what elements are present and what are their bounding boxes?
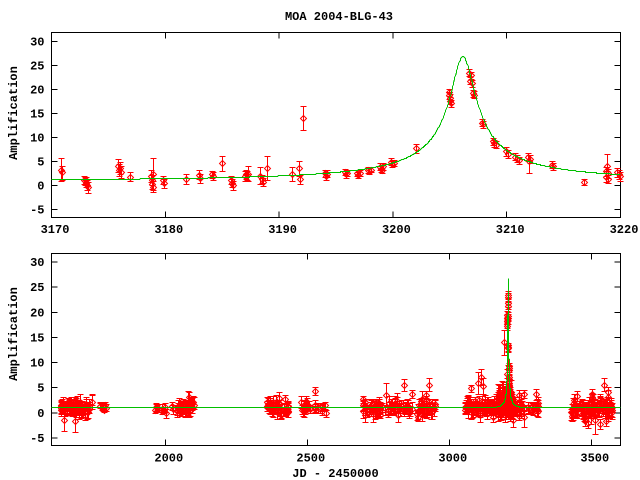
svg-text:3180: 3180: [154, 223, 183, 237]
svg-text:2500: 2500: [296, 452, 325, 466]
svg-text:15: 15: [30, 331, 44, 345]
svg-text:30: 30: [30, 36, 44, 50]
svg-text:3000: 3000: [438, 452, 467, 466]
svg-text:5: 5: [37, 156, 44, 170]
svg-text:0: 0: [37, 407, 44, 421]
svg-text:2000: 2000: [154, 452, 183, 466]
svg-text:25: 25: [30, 60, 44, 74]
svg-text:15: 15: [30, 108, 44, 122]
svg-text:0: 0: [37, 180, 44, 194]
svg-text:5: 5: [37, 382, 44, 396]
svg-text:20: 20: [30, 84, 44, 98]
svg-text:JD - 2450000: JD - 2450000: [292, 467, 378, 480]
svg-text:25: 25: [30, 281, 44, 295]
svg-text:Amplification: Amplification: [7, 66, 21, 160]
svg-text:3190: 3190: [268, 223, 297, 237]
svg-text:3500: 3500: [580, 452, 609, 466]
svg-text:30: 30: [30, 256, 44, 270]
svg-text:Amplification: Amplification: [7, 287, 21, 381]
svg-text:-5: -5: [30, 204, 44, 218]
svg-text:3200: 3200: [382, 223, 411, 237]
svg-text:-5: -5: [30, 432, 44, 446]
svg-text:3220: 3220: [610, 223, 639, 237]
svg-text:3210: 3210: [496, 223, 525, 237]
svg-text:20: 20: [30, 306, 44, 320]
svg-text:3170: 3170: [41, 223, 70, 237]
svg-text:MOA 2004-BLG-43: MOA 2004-BLG-43: [285, 10, 393, 24]
svg-text:10: 10: [30, 132, 44, 146]
svg-text:10: 10: [30, 357, 44, 371]
